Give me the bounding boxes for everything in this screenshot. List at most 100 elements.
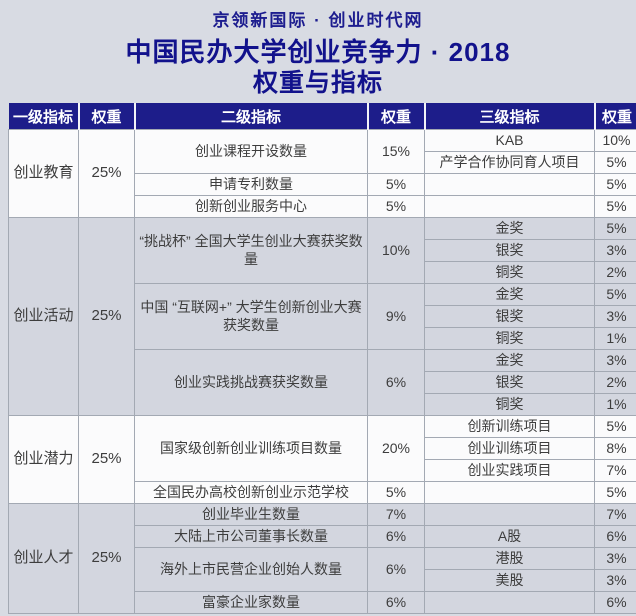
level2-weight-cell: 15% <box>367 129 425 174</box>
table-row: 创业实践挑战赛获奖数量 6% 金奖 3% <box>9 349 636 416</box>
level3-cell: A股 <box>424 525 595 548</box>
level1-weight-cell: 25% <box>78 217 135 416</box>
level2-weight-cell: 7% <box>367 503 425 526</box>
masthead: 京领新国际 · 创业时代网 中国民办大学创业竞争力 · 2018 权重与指标 <box>0 0 636 98</box>
level3-cell: 铜奖 <box>424 261 595 284</box>
source-line: 京领新国际 · 创业时代网 <box>212 11 424 30</box>
table-row: 创业活动 25% “挑战杯” 全国大学生创业大赛获奖数量 10% 金奖 5% <box>8 217 636 416</box>
level1-weight-cell: 25% <box>78 415 135 504</box>
table-header-row: 一级指标 权重 二级指标 权重 三级指标 权重 <box>8 103 636 130</box>
level3-cell: 银奖 <box>424 371 595 394</box>
level3-cell: 金奖 <box>424 349 595 372</box>
level2-weight-cell: 6% <box>367 547 425 592</box>
level3-weight-cell: 5% <box>594 173 636 196</box>
level2-cell: 创业实践挑战赛获奖数量 <box>134 349 368 416</box>
level1-cell: 创业活动 <box>8 217 79 416</box>
table-row: 银奖 2% <box>9 371 636 394</box>
table-row: 创业训练项目 8% <box>9 437 636 460</box>
level3-weight-cell: 3% <box>594 547 636 570</box>
table-row: 海外上市民营企业创始人数量 6% 港股 3% <box>9 547 636 592</box>
indicator-table: 一级指标 权重 二级指标 权重 三级指标 权重 创业教育 25% 创业课程开设数量 15% KAB… <box>8 103 636 614</box>
level2-cell: “挑战杯” 全国大学生创业大赛获奖数量 <box>134 217 368 284</box>
level3-weight-cell: 10% <box>594 129 636 152</box>
table-row: 铜奖 1% <box>9 393 636 416</box>
level3-cell: 银奖 <box>424 305 595 328</box>
level3-weight-cell: 6% <box>594 525 636 548</box>
level3-weight-cell: 5% <box>594 217 636 240</box>
level3-cell <box>424 481 595 504</box>
level3-weight-cell: 2% <box>594 371 636 394</box>
table-row: 银奖 3% <box>9 239 636 262</box>
level2-weight-cell: 5% <box>367 173 425 196</box>
table-body: 创业教育 25% 创业课程开设数量 15% KAB 10% 产学合作协同育人项目 5% 申请专利… <box>8 129 636 614</box>
column-header: 一级指标 <box>8 103 79 130</box>
table-row: 中国 “互联网+” 大学生创新创业大赛获奖数量 9% 金奖 5% <box>9 283 636 350</box>
level2-weight-cell: 6% <box>367 591 425 614</box>
table-row: 美股 3% <box>9 569 636 592</box>
level3-weight-cell: 5% <box>594 283 636 306</box>
level3-weight-cell: 2% <box>594 261 636 284</box>
table-row: 申请专利数量 5% 5% <box>9 173 636 196</box>
table-row: 创业潜力 25% 国家级创新创业训练项目数量 20% 创新训练项目 5% <box>8 415 636 504</box>
level3-cell <box>424 503 595 526</box>
level3-cell: 港股 <box>424 547 595 570</box>
level2-weight-cell: 5% <box>367 195 425 218</box>
level1-cell: 创业潜力 <box>8 415 79 504</box>
table-row: 创业实践项目 7% <box>9 459 636 482</box>
level3-weight-cell: 3% <box>594 349 636 372</box>
level3-cell: KAB <box>424 129 595 152</box>
table-row: 创业人才 25% 创业毕业生数量 7% 7% <box>8 503 636 614</box>
level3-weight-cell: 6% <box>594 591 636 614</box>
level2-cell: 大陆上市公司董事长数量 <box>134 525 368 548</box>
column-header: 权重 <box>366 103 425 130</box>
level3-cell: 美股 <box>424 569 595 592</box>
level2-cell: 海外上市民营企业创始人数量 <box>134 547 368 592</box>
level2-cell: 创业课程开设数量 <box>134 129 368 174</box>
table-row: 创业教育 25% 创业课程开设数量 15% KAB 10% <box>8 129 636 218</box>
table-row: 铜奖 1% <box>9 327 636 350</box>
level2-weight-cell: 20% <box>367 415 425 482</box>
level3-weight-cell: 8% <box>594 437 636 460</box>
level2-cell: 国家级创新创业训练项目数量 <box>134 415 368 482</box>
table-row: 全国民办高校创新创业示范学校 5% 5% <box>9 481 636 504</box>
level2-weight-cell: 6% <box>367 525 425 548</box>
level2-weight-cell: 5% <box>367 481 425 504</box>
page-subtitle: 权重与指标 <box>252 69 383 97</box>
level2-cell: 富豪企业家数量 <box>134 591 368 614</box>
level3-weight-cell: 3% <box>594 305 636 328</box>
level2-weight-cell: 9% <box>367 283 425 350</box>
level2-weight-cell: 10% <box>367 217 425 284</box>
table-row: 富豪企业家数量 6% 6% <box>9 591 636 614</box>
level3-weight-cell: 7% <box>594 503 636 526</box>
level3-weight-cell: 5% <box>594 481 636 504</box>
level3-cell <box>424 195 595 218</box>
level2-cell: 中国 “互联网+” 大学生创新创业大赛获奖数量 <box>134 283 368 350</box>
level3-weight-cell: 3% <box>594 569 636 592</box>
level3-weight-cell: 3% <box>594 239 636 262</box>
level3-weight-cell: 1% <box>594 393 636 416</box>
level2-cell: 创业毕业生数量 <box>134 503 368 526</box>
page-title: 中国民办大学创业竞争力 · 2018 <box>125 37 511 67</box>
level3-cell: 创业实践项目 <box>424 459 595 482</box>
level3-cell: 金奖 <box>424 283 595 306</box>
level3-weight-cell: 5% <box>594 415 636 438</box>
table-row: 银奖 3% <box>9 305 636 328</box>
level2-cell: 申请专利数量 <box>134 173 368 196</box>
column-header: 权重 <box>593 103 636 130</box>
level1-weight-cell: 25% <box>78 129 135 218</box>
level3-cell <box>424 591 595 614</box>
level1-weight-cell: 25% <box>78 503 135 614</box>
level3-cell <box>424 173 595 196</box>
table-row: 创新创业服务中心 5% 5% <box>9 195 636 218</box>
level3-cell: 铜奖 <box>424 393 595 416</box>
level3-cell: 创业训练项目 <box>424 437 595 460</box>
level3-cell: 创新训练项目 <box>424 415 595 438</box>
level3-weight-cell: 7% <box>594 459 636 482</box>
level3-weight-cell: 1% <box>594 327 636 350</box>
level2-weight-cell: 6% <box>367 349 425 416</box>
column-header: 二级指标 <box>133 103 368 130</box>
level3-cell: 金奖 <box>424 217 595 240</box>
column-header: 权重 <box>77 103 135 130</box>
level2-cell: 全国民办高校创新创业示范学校 <box>134 481 368 504</box>
